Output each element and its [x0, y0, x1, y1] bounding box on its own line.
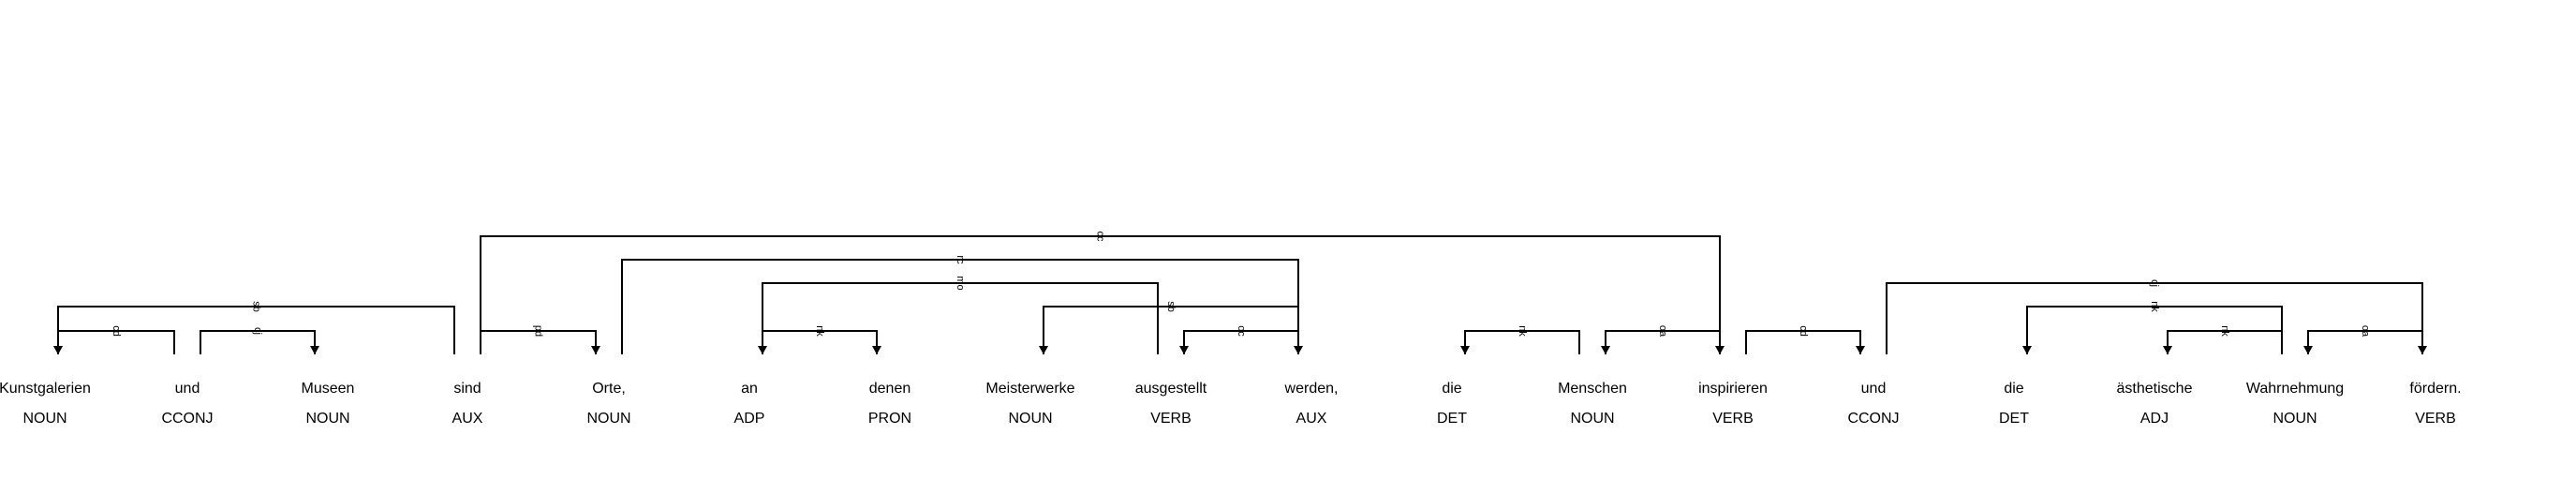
- arc-label: nk: [814, 325, 825, 337]
- token-pos-tag: AUX: [1296, 411, 1327, 427]
- token-pos-tag: DET: [1999, 411, 2029, 427]
- arc-line: [762, 282, 1159, 354]
- arc-line: [57, 306, 455, 354]
- arrowhead-icon: [1179, 346, 1189, 354]
- dependency-arc: sb: [1039, 301, 1299, 354]
- arc-label: oa: [2360, 325, 2371, 338]
- token-pos-tag: PRON: [868, 411, 911, 427]
- arc-line: [2167, 330, 2283, 354]
- arc-label: nk: [2219, 325, 2230, 337]
- dependency-arc: nk: [2163, 325, 2283, 354]
- arrowhead-icon: [758, 346, 767, 354]
- token-pos-tag: AUX: [452, 411, 483, 427]
- tokens-layer: Kunstgalerien NOUN und CCONJ Museen NOUN sind A…: [0, 381, 2462, 427]
- token-word: fördern.: [2409, 381, 2461, 397]
- token-pos-tag: NOUN: [1008, 411, 1052, 427]
- arc-label: nk: [1517, 325, 1528, 337]
- token-word: denen: [869, 381, 911, 397]
- token-word: und: [175, 381, 200, 397]
- token-word: inspirieren: [1698, 381, 1768, 397]
- token-word: an: [741, 381, 758, 397]
- arc-label: oc: [1236, 325, 1247, 337]
- token-pos-tag: NOUN: [2273, 411, 2317, 427]
- arc-line: [200, 330, 316, 354]
- token-word: ästhetische: [2117, 381, 2193, 397]
- token-word: Menschen: [1558, 381, 1627, 397]
- arrowhead-icon: [1039, 346, 1048, 354]
- token-pos-tag: CCONJ: [1847, 411, 1899, 427]
- arc-line: [1464, 330, 1580, 354]
- token-pos-tag: NOUN: [1570, 411, 1614, 427]
- token-pos-tag: VERB: [1712, 411, 1754, 427]
- token-pos-tag: ADJ: [2140, 411, 2169, 427]
- dependency-arc: mo: [758, 276, 1159, 354]
- token-pos-tag: DET: [1437, 411, 1467, 427]
- token-pos-tag: NOUN: [586, 411, 630, 427]
- token-word: Orte,: [592, 381, 626, 397]
- token-pos-tag: VERB: [1150, 411, 1192, 427]
- dependency-arc: cj: [200, 327, 319, 354]
- token-pos-tag: ADP: [734, 411, 765, 427]
- token-pos-tag: NOUN: [22, 411, 67, 427]
- token-word: Kunstgalerien: [0, 381, 91, 397]
- dependency-arc: cc: [480, 232, 1725, 354]
- token-word: Wahrnehmung: [2246, 381, 2344, 397]
- arc-label: cd: [111, 325, 122, 337]
- arrowhead-icon: [2022, 346, 2032, 354]
- arc-label: sb: [1165, 301, 1177, 312]
- arc-label: oa: [1657, 325, 1668, 338]
- arc-label: rc: [955, 255, 966, 264]
- dependency-arc: nk: [1460, 325, 1580, 354]
- token-pos-tag: VERB: [2415, 411, 2456, 427]
- arcs-layer: cd cj sb pd cc rc nk mo sb oc nk oa cd cj nk nk oa: [53, 232, 2427, 354]
- arc-label: mo: [955, 276, 966, 290]
- dependency-arc: cj: [1886, 279, 2427, 354]
- dependency-arc: cd: [53, 325, 175, 354]
- arc-line: [2307, 330, 2423, 354]
- token-word: Meisterwerke: [985, 381, 1074, 397]
- token-word: die: [1442, 381, 1461, 397]
- token-pos-tag: CCONJ: [161, 411, 213, 427]
- arc-line: [1605, 330, 1721, 354]
- arrowhead-icon: [1601, 346, 1610, 354]
- dependency-arc: pd: [480, 325, 600, 354]
- arc-line: [480, 235, 1721, 354]
- token-word: sind: [453, 381, 481, 397]
- token-word: werden,: [1284, 381, 1339, 397]
- arrowhead-icon: [53, 346, 63, 354]
- dependency-arc: nk: [2022, 301, 2283, 354]
- arc-label: pd: [533, 325, 544, 337]
- arc-label: sb: [251, 301, 262, 312]
- arc-line: [1886, 282, 2423, 354]
- arrowhead-icon: [872, 346, 881, 354]
- arrowhead-icon: [2303, 346, 2313, 354]
- arc-label: nk: [2149, 301, 2160, 312]
- arrowhead-icon: [1856, 346, 1865, 354]
- dependency-arc: oa: [2303, 325, 2423, 354]
- dependency-arc: nk: [762, 325, 881, 354]
- arrowhead-icon: [310, 346, 319, 354]
- dependency-arc: sb: [53, 301, 455, 354]
- token-word: die: [2004, 381, 2023, 397]
- token-word: ausgestellt: [1135, 381, 1207, 397]
- dependency-arc: oc: [1179, 325, 1299, 354]
- arrowhead-icon: [591, 346, 600, 354]
- token-word: und: [1861, 381, 1887, 397]
- arc-label: cd: [1798, 325, 1809, 337]
- arc-line: [1183, 330, 1299, 354]
- dependency-arc: rc: [621, 255, 1303, 354]
- dependency-arc: oa: [1601, 325, 1721, 354]
- arrowhead-icon: [2163, 346, 2172, 354]
- token-word: Museen: [302, 381, 355, 397]
- arrowhead-icon: [1460, 346, 1470, 354]
- arc-label: cc: [1095, 232, 1106, 243]
- dependency-arc: cd: [1745, 325, 1865, 354]
- arc-label: cj: [252, 327, 263, 335]
- token-pos-tag: NOUN: [305, 411, 349, 427]
- arc-label: cj: [2149, 279, 2160, 287]
- arc-line: [1745, 330, 1861, 354]
